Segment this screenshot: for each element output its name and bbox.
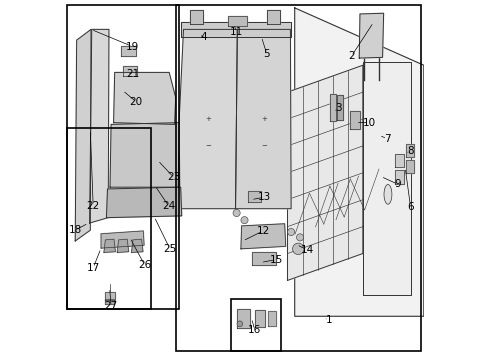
Polygon shape (189, 10, 202, 24)
Polygon shape (117, 239, 128, 252)
Circle shape (237, 321, 242, 327)
Text: 16: 16 (247, 325, 261, 335)
Bar (67, 5, 179, 309)
Bar (175, 5, 420, 351)
Ellipse shape (383, 184, 391, 204)
Polygon shape (252, 252, 275, 265)
Text: +: + (204, 116, 210, 122)
Polygon shape (266, 10, 279, 24)
Polygon shape (236, 309, 250, 328)
Polygon shape (75, 30, 91, 241)
Bar (230, 299, 281, 351)
Text: 25: 25 (163, 244, 176, 254)
Polygon shape (89, 30, 109, 223)
Polygon shape (247, 192, 260, 202)
Polygon shape (104, 292, 115, 300)
Text: 7: 7 (383, 134, 390, 144)
Text: 3: 3 (334, 103, 341, 113)
Text: 17: 17 (86, 263, 100, 273)
Text: 21: 21 (126, 69, 140, 79)
Text: 15: 15 (269, 255, 282, 265)
Text: 9: 9 (394, 179, 401, 189)
Text: 14: 14 (300, 245, 313, 255)
Text: 8: 8 (407, 146, 413, 156)
Circle shape (296, 234, 303, 241)
Text: 10: 10 (362, 118, 375, 128)
Circle shape (124, 98, 131, 105)
Polygon shape (267, 311, 275, 326)
Polygon shape (405, 160, 413, 173)
Polygon shape (235, 30, 290, 209)
Text: 13: 13 (257, 192, 270, 202)
Text: 12: 12 (256, 226, 269, 236)
Text: 20: 20 (129, 97, 142, 107)
Text: 6: 6 (407, 202, 413, 212)
Circle shape (124, 90, 131, 97)
Polygon shape (104, 239, 115, 252)
Polygon shape (105, 300, 114, 304)
Polygon shape (287, 65, 362, 280)
Polygon shape (179, 30, 237, 209)
Text: 2: 2 (347, 51, 354, 61)
Text: +: + (261, 116, 266, 122)
Polygon shape (329, 94, 336, 121)
Polygon shape (110, 123, 179, 187)
Text: 5: 5 (263, 49, 269, 59)
Text: 18: 18 (68, 225, 81, 235)
Text: −: − (204, 143, 210, 149)
Text: −: − (261, 143, 266, 149)
Polygon shape (405, 144, 413, 157)
Polygon shape (121, 45, 136, 56)
Polygon shape (123, 66, 137, 76)
Polygon shape (180, 22, 290, 37)
Text: 27: 27 (104, 301, 118, 311)
Circle shape (292, 243, 304, 255)
Text: 22: 22 (86, 201, 100, 211)
Text: 23: 23 (166, 172, 180, 182)
Text: 26: 26 (138, 260, 151, 270)
Polygon shape (101, 231, 144, 248)
Text: 19: 19 (126, 42, 139, 51)
Circle shape (287, 228, 294, 235)
Polygon shape (359, 13, 383, 58)
Polygon shape (294, 8, 423, 316)
Polygon shape (227, 16, 247, 26)
Circle shape (241, 217, 247, 224)
Polygon shape (106, 187, 182, 218)
Polygon shape (254, 310, 265, 327)
Polygon shape (113, 72, 175, 125)
Text: 24: 24 (162, 201, 175, 211)
Text: 4: 4 (200, 32, 206, 41)
Polygon shape (131, 239, 142, 252)
Circle shape (233, 210, 240, 217)
Polygon shape (394, 154, 403, 167)
Text: 11: 11 (229, 27, 243, 37)
Polygon shape (362, 62, 410, 295)
Polygon shape (336, 95, 342, 120)
Bar (67, 128, 150, 309)
Text: 1: 1 (325, 315, 331, 325)
Polygon shape (241, 224, 285, 249)
Polygon shape (394, 170, 403, 184)
Polygon shape (349, 111, 360, 129)
